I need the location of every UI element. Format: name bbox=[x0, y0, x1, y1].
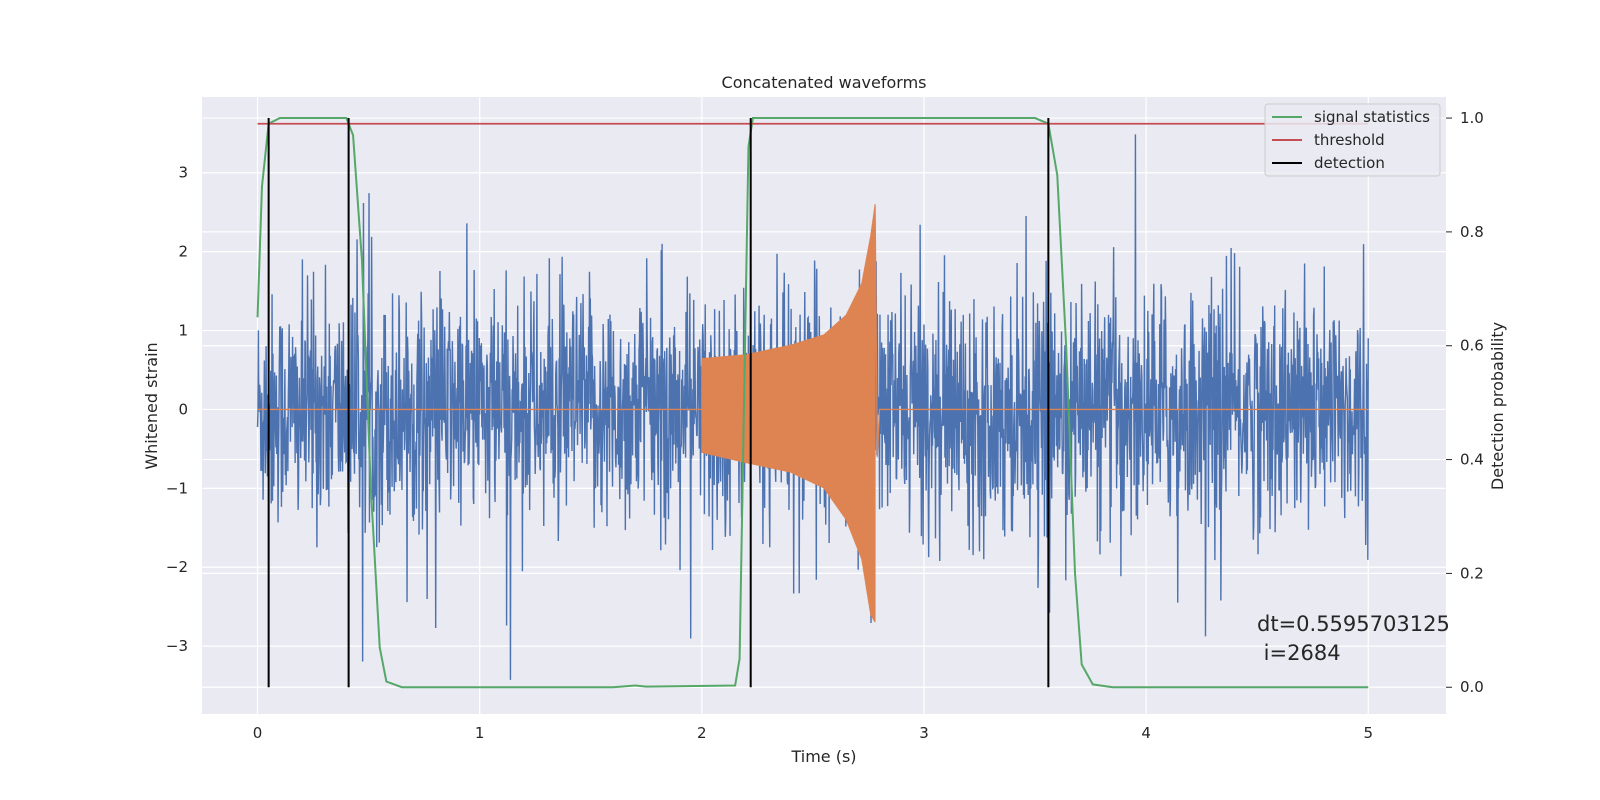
y-tick-label: 2 bbox=[178, 243, 188, 261]
legend-box bbox=[1264, 103, 1441, 177]
y-axis-right-label: Detection probability bbox=[1488, 322, 1507, 490]
y-right-tick-label: 0.0 bbox=[1460, 678, 1484, 696]
x-tick-label: 2 bbox=[697, 724, 707, 742]
plot-area bbox=[256, 134, 1369, 680]
y-tick-label: 0 bbox=[178, 400, 188, 418]
legend: signal statistics threshold detection bbox=[1264, 103, 1441, 177]
overlay-lines bbox=[256, 117, 1369, 689]
y-right-tick-label: 0.2 bbox=[1460, 564, 1484, 582]
x-tick-label: 1 bbox=[475, 724, 485, 742]
series-signal-statistics bbox=[256, 117, 1369, 689]
y-right-tick-label: 0.4 bbox=[1460, 451, 1484, 469]
y-right-tick-label: 0.6 bbox=[1460, 337, 1484, 355]
legend-label-signal-statistics: signal statistics bbox=[1314, 108, 1430, 126]
x-tick-label: 4 bbox=[1141, 724, 1151, 742]
y-tick-label: 1 bbox=[178, 322, 188, 340]
y-right-tick-label: 1.0 bbox=[1460, 109, 1484, 127]
x-tick-label: 3 bbox=[919, 724, 929, 742]
axes-text: 0 1 2 3 4 5 3 2 1 0 −1 −2 −3 1.0 0.8 0.6 0.4 0.2 0.0 bbox=[166, 109, 1484, 742]
y-right-tick-label: 0.8 bbox=[1460, 223, 1484, 241]
y-tick-label: −2 bbox=[166, 558, 188, 576]
legend-label-threshold: threshold bbox=[1314, 131, 1385, 149]
y-tick-label: 3 bbox=[178, 164, 188, 182]
series-chirp-signal bbox=[257, 204, 1369, 623]
x-tick-label: 5 bbox=[1363, 724, 1373, 742]
chart-title: Concatenated waveforms bbox=[722, 73, 927, 92]
y-tick-label: −1 bbox=[166, 479, 188, 497]
annotation-dt: dt=0.5595703125 bbox=[1257, 612, 1450, 636]
legend-label-detection: detection bbox=[1314, 154, 1385, 172]
y-tick-label: −3 bbox=[166, 637, 188, 655]
x-axis-label: Time (s) bbox=[790, 747, 856, 766]
x-tick-label: 0 bbox=[253, 724, 263, 742]
y-axis-label: Whitened strain bbox=[142, 342, 161, 469]
annotation-index: i=2684 bbox=[1257, 641, 1341, 665]
